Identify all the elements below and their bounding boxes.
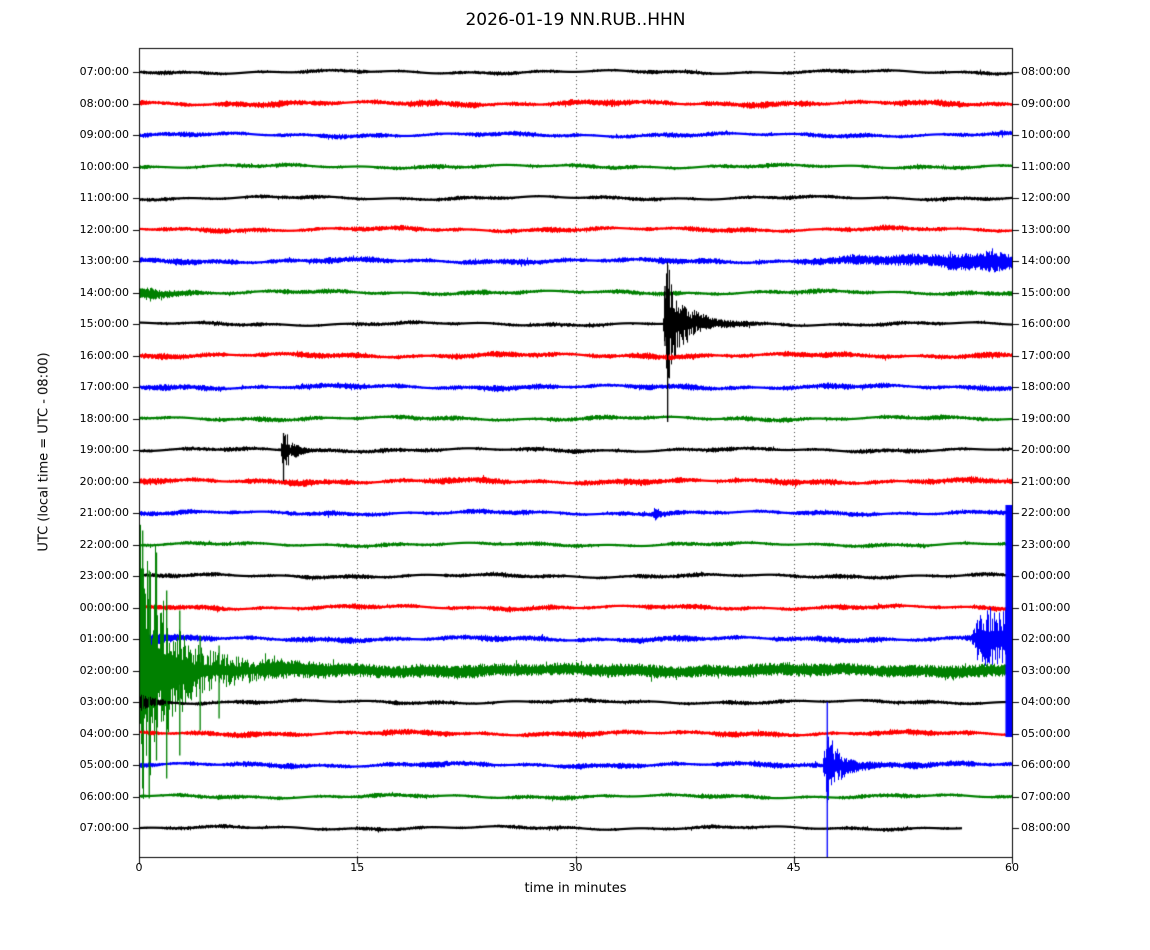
utc-time-label: 23:00:00 (79, 569, 129, 582)
local-time-label: 03:00:00 (1021, 663, 1071, 677)
utc-time-label: 18:00:00 (79, 411, 129, 425)
local-time-label: 04:00:00 (1021, 695, 1071, 708)
local-time-label: 02:00:00 (1021, 632, 1071, 645)
x-tick-label: 0 (135, 861, 143, 874)
local-time-label: 20:00:00 (1021, 443, 1071, 456)
x-tick-label: 30 (568, 861, 583, 874)
utc-time-label: 22:00:00 (79, 537, 129, 551)
local-time-label: 16:00:00 (1021, 317, 1071, 330)
utc-time-label: 01:00:00 (79, 632, 129, 645)
local-time-label: 08:00:00 (1021, 821, 1071, 834)
local-time-label: 00:00:00 (1021, 569, 1071, 582)
local-time-label: 23:00:00 (1021, 537, 1071, 551)
utc-time-label: 07:00:00 (79, 65, 129, 78)
local-time-label: 10:00:00 (1021, 128, 1071, 141)
local-time-label: 17:00:00 (1021, 348, 1071, 362)
utc-time-label: 11:00:00 (79, 191, 129, 204)
utc-time-label: 09:00:00 (79, 128, 129, 141)
local-time-label: 21:00:00 (1021, 474, 1071, 488)
utc-time-label: 19:00:00 (79, 443, 129, 456)
chart-title: 2026-01-19 NN.RUB..HHN (465, 10, 686, 30)
utc-time-label: 06:00:00 (79, 789, 129, 803)
utc-time-label: 20:00:00 (79, 474, 129, 488)
utc-time-label: 02:00:00 (79, 663, 129, 677)
utc-time-label: 03:00:00 (79, 695, 129, 708)
local-time-label: 19:00:00 (1021, 411, 1071, 425)
local-time-label: 08:00:00 (1021, 65, 1071, 78)
local-time-label: 09:00:00 (1021, 96, 1071, 110)
x-tick-label: 15 (350, 861, 365, 874)
utc-time-label: 05:00:00 (79, 758, 129, 771)
local-time-label: 12:00:00 (1021, 191, 1071, 204)
x-axis-label: time in minutes (524, 881, 627, 896)
utc-time-label: 00:00:00 (79, 600, 129, 614)
local-time-label: 15:00:00 (1021, 285, 1071, 299)
local-time-label: 06:00:00 (1021, 758, 1071, 771)
utc-time-label: 04:00:00 (79, 726, 129, 740)
utc-time-label: 16:00:00 (79, 348, 129, 362)
local-time-label: 22:00:00 (1021, 506, 1071, 519)
utc-time-label: 10:00:00 (79, 159, 129, 173)
x-tick-label: 45 (786, 861, 801, 874)
utc-time-label: 21:00:00 (79, 506, 129, 519)
local-time-label: 18:00:00 (1021, 380, 1071, 393)
utc-time-label: 12:00:00 (79, 222, 129, 236)
utc-time-label: 14:00:00 (79, 285, 129, 299)
local-time-label: 13:00:00 (1021, 222, 1071, 236)
local-time-label: 11:00:00 (1021, 159, 1071, 173)
utc-time-label: 15:00:00 (79, 317, 129, 330)
utc-time-label: 07:00:00 (79, 821, 129, 834)
utc-time-label: 17:00:00 (79, 380, 129, 393)
utc-time-label: 08:00:00 (79, 96, 129, 110)
local-time-label: 07:00:00 (1021, 789, 1071, 803)
utc-time-label: 13:00:00 (79, 254, 129, 267)
x-tick-label: 60 (1005, 861, 1019, 874)
local-time-label: 01:00:00 (1021, 600, 1071, 614)
local-time-label: 05:00:00 (1021, 726, 1071, 740)
local-time-label: 14:00:00 (1021, 254, 1071, 267)
